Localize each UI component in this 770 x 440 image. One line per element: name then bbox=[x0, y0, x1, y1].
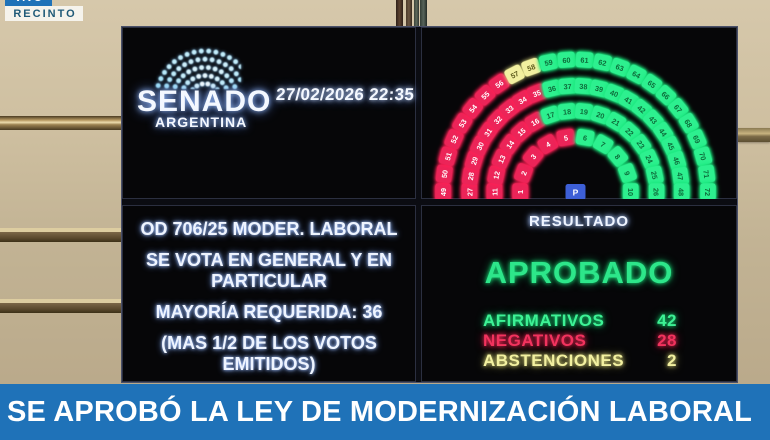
svg-text:19: 19 bbox=[579, 107, 588, 117]
svg-text:18: 18 bbox=[563, 107, 572, 117]
svg-text:10: 10 bbox=[626, 188, 635, 196]
svg-text:37: 37 bbox=[563, 82, 572, 92]
svg-text:49: 49 bbox=[439, 188, 448, 196]
svg-text:28: 28 bbox=[466, 172, 476, 181]
svg-text:72: 72 bbox=[703, 188, 712, 196]
svg-text:11: 11 bbox=[490, 188, 499, 196]
svg-text:61: 61 bbox=[580, 56, 589, 66]
svg-text:38: 38 bbox=[579, 82, 588, 92]
svg-text:71: 71 bbox=[701, 169, 711, 178]
svg-text:60: 60 bbox=[562, 56, 571, 66]
svg-text:P: P bbox=[573, 188, 579, 198]
svg-text:1: 1 bbox=[516, 190, 525, 194]
svg-text:47: 47 bbox=[675, 172, 685, 181]
svg-text:48: 48 bbox=[677, 188, 686, 196]
svg-text:26: 26 bbox=[652, 188, 661, 196]
svg-text:50: 50 bbox=[440, 169, 450, 178]
svg-text:27: 27 bbox=[465, 188, 474, 196]
